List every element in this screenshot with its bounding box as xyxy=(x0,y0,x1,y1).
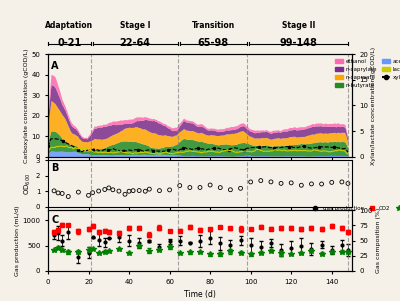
Point xyxy=(268,179,274,184)
Text: 0-21: 0-21 xyxy=(57,38,82,48)
Point xyxy=(142,189,148,194)
Point xyxy=(207,183,213,188)
Point xyxy=(345,181,351,186)
Point xyxy=(318,182,325,186)
Point xyxy=(96,189,102,194)
Point xyxy=(288,181,294,185)
Text: A: A xyxy=(51,61,58,71)
Point xyxy=(166,188,173,192)
Point xyxy=(130,188,136,193)
Text: Stage I: Stage I xyxy=(120,21,150,30)
Point xyxy=(122,192,128,197)
Point xyxy=(106,185,112,190)
Point xyxy=(59,191,65,196)
Point xyxy=(248,179,254,184)
Legend: ethanol, n-caprylate, n-caproate, n-butyrate, acetate, lactate, xylan: ethanol, n-caprylate, n-caproate, n-buty… xyxy=(332,57,400,90)
Point xyxy=(176,183,183,188)
Point xyxy=(126,189,132,194)
Point xyxy=(116,189,122,194)
Point xyxy=(298,183,304,188)
Point xyxy=(258,178,264,183)
X-axis label: Time (d): Time (d) xyxy=(184,290,216,299)
Point xyxy=(65,194,72,199)
Point xyxy=(227,187,234,192)
Text: C: C xyxy=(51,215,58,225)
Text: Adaptation: Adaptation xyxy=(45,21,93,30)
Point xyxy=(75,190,82,194)
Point xyxy=(278,181,284,186)
Legend: gas production, CO2, H2: gas production, CO2, H2 xyxy=(308,204,400,213)
Point xyxy=(110,187,116,192)
Point xyxy=(308,182,315,186)
Point xyxy=(146,187,152,191)
Point xyxy=(197,185,203,190)
Y-axis label: Gas production (mL/d): Gas production (mL/d) xyxy=(14,205,20,276)
Y-axis label: OD$_{600}$: OD$_{600}$ xyxy=(23,172,33,194)
Text: Transition: Transition xyxy=(192,21,235,30)
Y-axis label: Carboxylate concentration (gCOD/L): Carboxylate concentration (gCOD/L) xyxy=(24,48,28,163)
Point xyxy=(102,187,108,192)
Point xyxy=(156,188,163,193)
Text: 65-98: 65-98 xyxy=(198,38,229,48)
Text: 99-148: 99-148 xyxy=(279,38,317,48)
Y-axis label: Xylan/lactate concentration (gCOD/L): Xylan/lactate concentration (gCOD/L) xyxy=(372,46,376,165)
Point xyxy=(51,188,57,193)
Text: Stage II: Stage II xyxy=(282,21,315,30)
Point xyxy=(55,191,61,195)
Point xyxy=(328,180,335,185)
Y-axis label: Gas composition (%): Gas composition (%) xyxy=(376,208,381,273)
Point xyxy=(237,186,244,191)
Point xyxy=(85,193,92,198)
Point xyxy=(217,185,224,190)
Point xyxy=(136,188,142,193)
Text: B: B xyxy=(51,163,58,173)
Point xyxy=(89,190,96,195)
Point xyxy=(187,185,193,190)
Point xyxy=(339,179,345,184)
Text: 22-64: 22-64 xyxy=(120,38,151,48)
